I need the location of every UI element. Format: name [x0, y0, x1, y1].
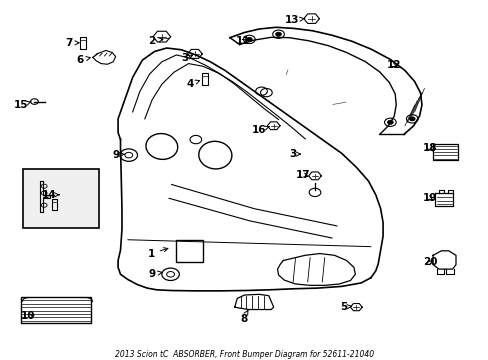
- Text: 2: 2: [148, 36, 163, 46]
- Text: 10: 10: [21, 311, 35, 321]
- Text: 16: 16: [251, 125, 269, 135]
- Text: 3: 3: [181, 53, 192, 63]
- Text: 7: 7: [65, 38, 79, 48]
- Text: 11: 11: [236, 36, 250, 46]
- Bar: [21, 297, 91, 323]
- Text: 18: 18: [422, 143, 437, 153]
- Circle shape: [275, 32, 281, 36]
- Text: 14: 14: [41, 190, 59, 200]
- Circle shape: [386, 120, 392, 124]
- Text: 4: 4: [186, 79, 199, 89]
- Text: 3: 3: [289, 149, 300, 159]
- Bar: [52, 199, 57, 210]
- Text: 8: 8: [240, 310, 247, 324]
- Text: 19: 19: [422, 193, 437, 203]
- Text: 20: 20: [422, 257, 437, 267]
- Bar: [201, 73, 207, 85]
- Bar: [176, 240, 203, 262]
- Text: 9: 9: [112, 150, 124, 160]
- Text: 12: 12: [386, 60, 401, 70]
- Text: 9: 9: [148, 269, 162, 279]
- Bar: [80, 37, 86, 49]
- Text: 15: 15: [14, 100, 31, 110]
- Circle shape: [408, 117, 414, 121]
- Text: 5: 5: [340, 302, 351, 312]
- Bar: [23, 169, 99, 228]
- Text: 17: 17: [295, 170, 309, 180]
- Text: 6: 6: [77, 55, 90, 65]
- Text: 2013 Scion tC  ABSORBER, Front Bumper Diagram for 52611-21040: 2013 Scion tC ABSORBER, Front Bumper Dia…: [115, 350, 373, 359]
- Text: 1: 1: [147, 248, 167, 258]
- Circle shape: [246, 37, 252, 41]
- Text: 13: 13: [285, 15, 305, 26]
